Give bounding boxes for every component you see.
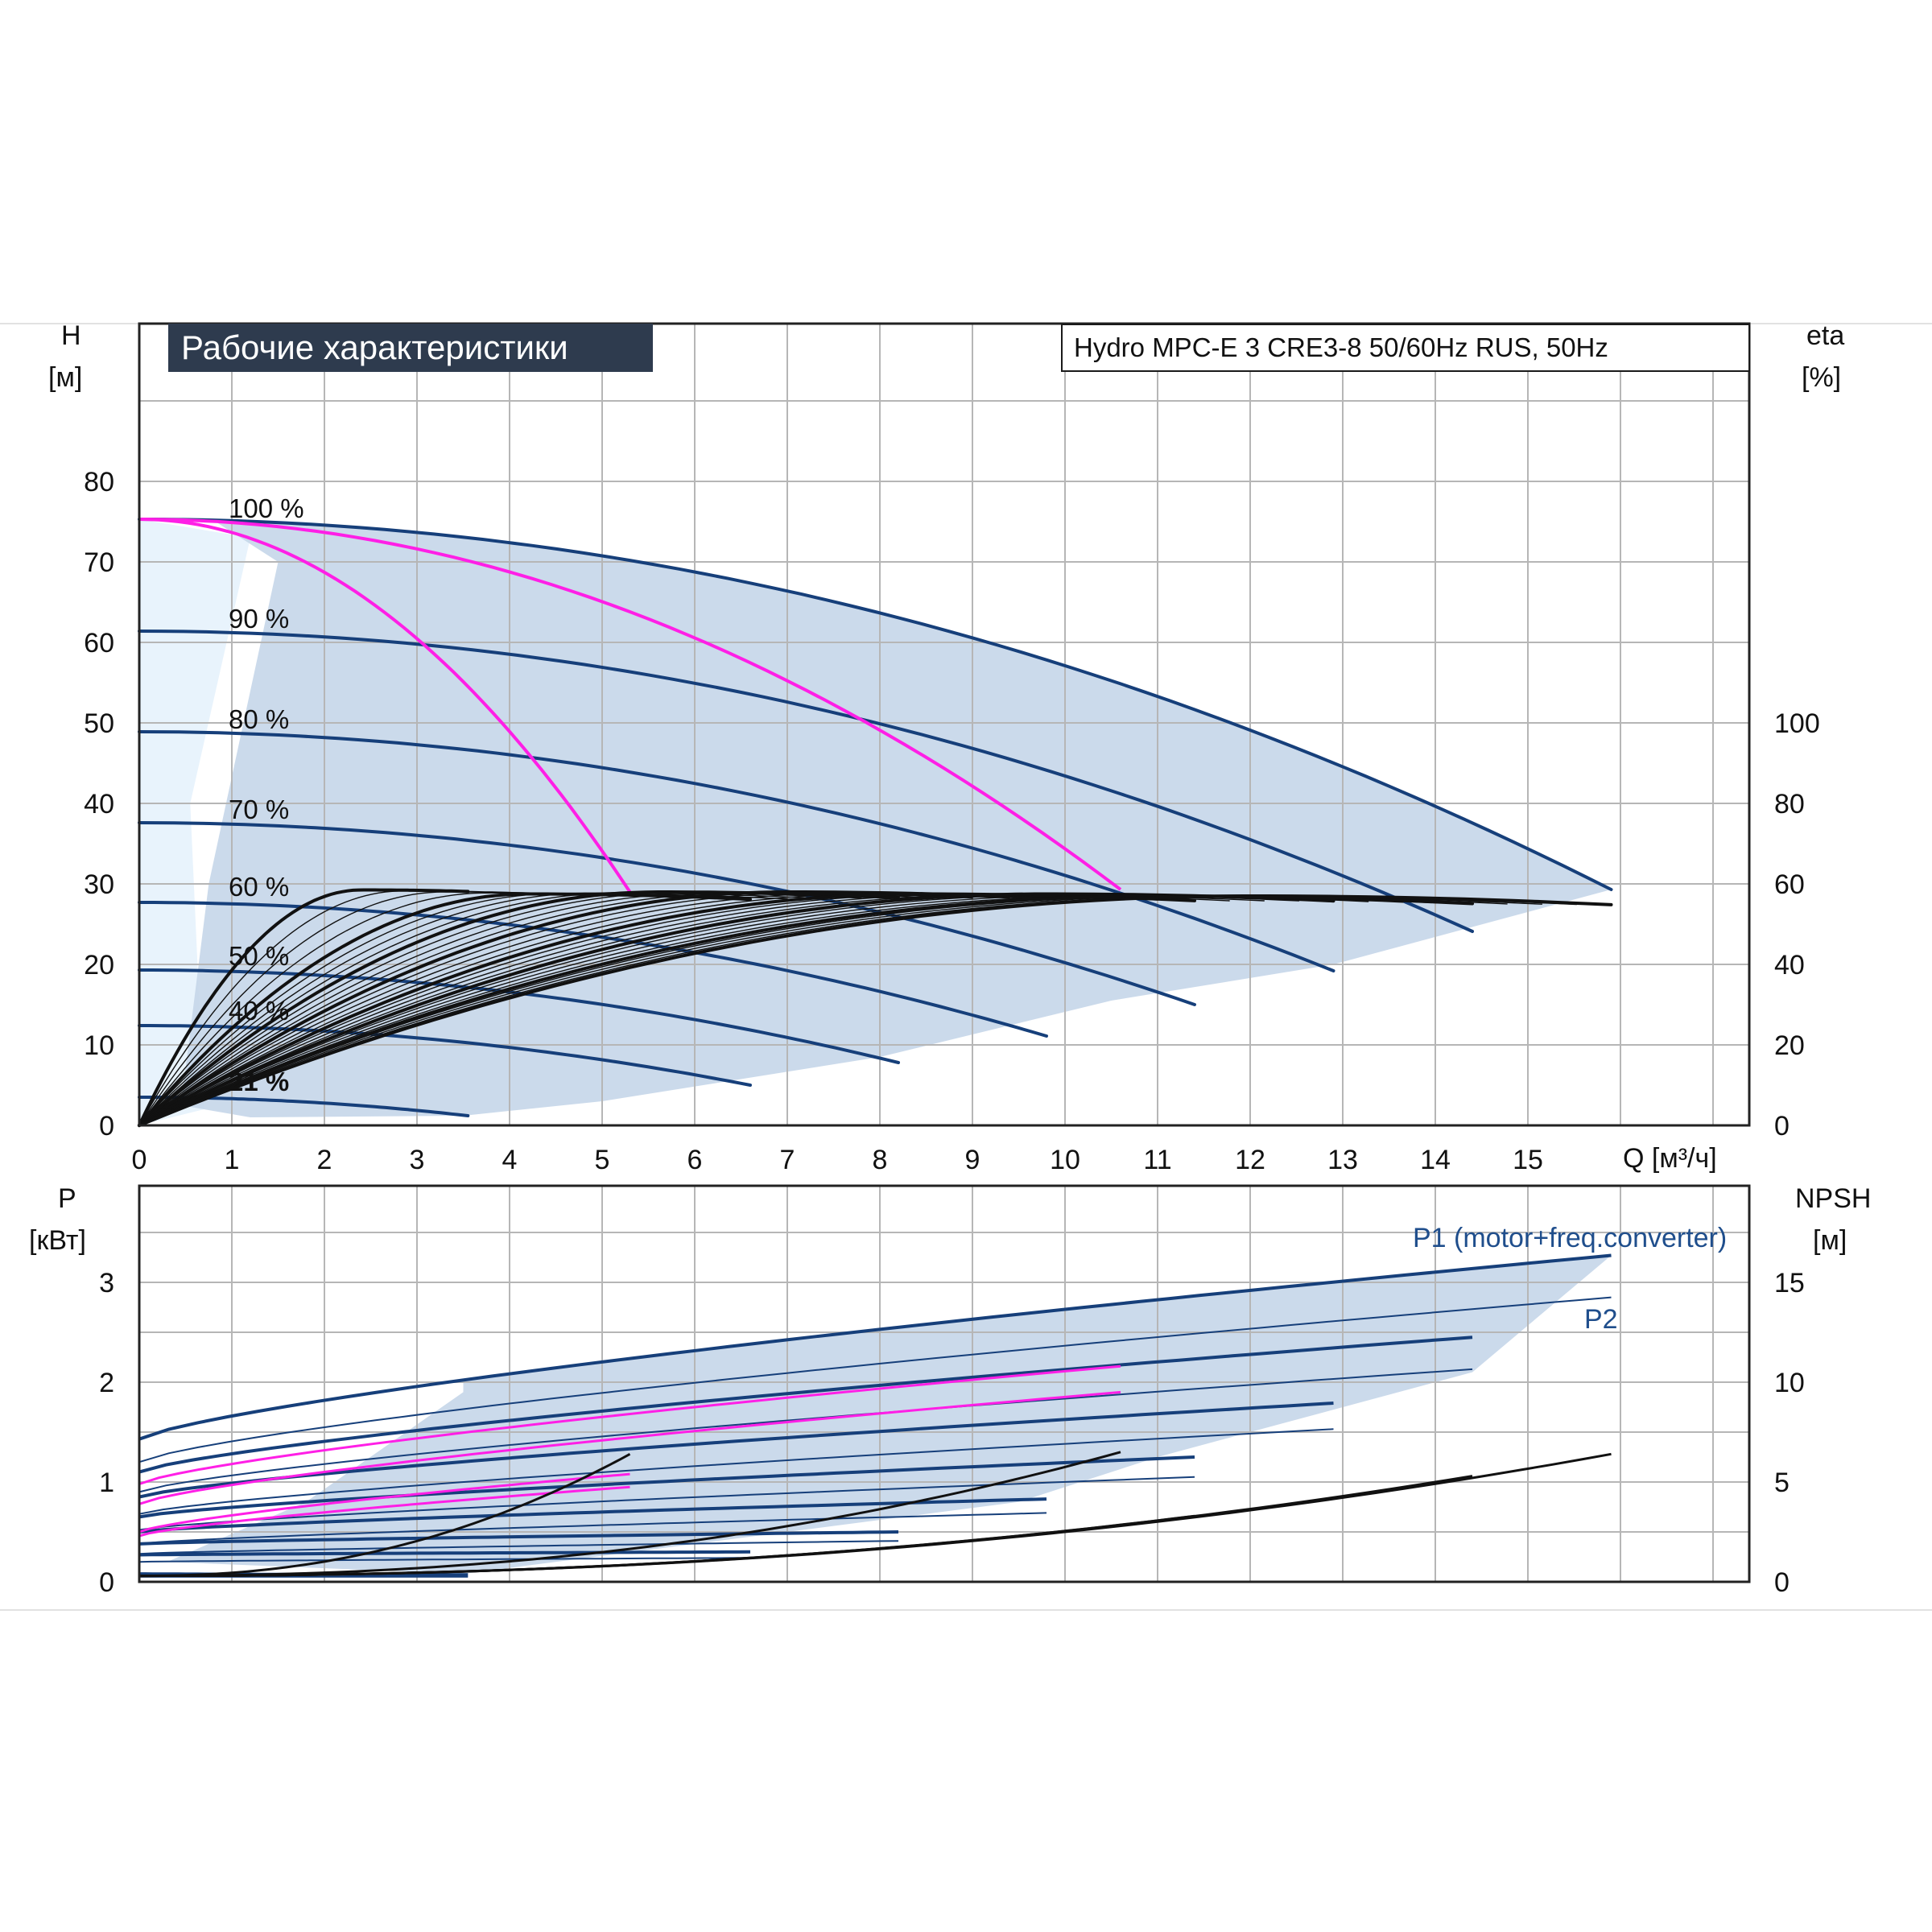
q-tick-label: 12 <box>1235 1145 1265 1175</box>
power-p1-curve <box>138 1335 1473 1474</box>
q-tick-label: 1 <box>225 1145 240 1175</box>
efficiency-curve <box>138 894 1613 1127</box>
q-tick-label: 5 <box>595 1145 610 1175</box>
speed-label: 60 % <box>229 872 290 902</box>
p-tick-label: 3 <box>99 1268 114 1298</box>
npsh-curve <box>138 1451 1121 1578</box>
h-tick-label: 10 <box>84 1030 114 1061</box>
npsh-curve <box>138 1452 631 1578</box>
eta-tick-label: 80 <box>1774 789 1805 819</box>
power-p1-curve <box>138 1253 1612 1441</box>
h-tick-label: 30 <box>84 869 114 900</box>
power-system-curve <box>138 1390 1121 1505</box>
head-curve <box>138 821 1196 1006</box>
h-tick-label: 60 <box>84 628 114 658</box>
npsh-tick-label: 0 <box>1774 1567 1790 1598</box>
power-p2-curve <box>138 1557 751 1563</box>
h-tick-label: 0 <box>99 1111 114 1141</box>
eta-tick-label: 40 <box>1774 950 1805 980</box>
power-p2-curve <box>138 1368 1473 1493</box>
npsh-tick-label: 5 <box>1774 1468 1790 1498</box>
q-tick-label: 15 <box>1513 1145 1543 1175</box>
speed-label: 80 % <box>229 704 290 734</box>
power-range <box>167 1255 1612 1575</box>
p-tick-label: 1 <box>99 1468 114 1498</box>
system-curve <box>138 518 1122 891</box>
q-tick-label: 14 <box>1420 1145 1451 1175</box>
speed-label: 90 % <box>229 604 290 634</box>
power-p1-curve <box>138 1550 751 1557</box>
system-curve <box>138 518 632 894</box>
q-axis-label: Q [м³/ч] <box>1623 1143 1717 1174</box>
npsh-axis-label: NPSH <box>1795 1183 1872 1214</box>
power-p2-curve <box>138 1428 1334 1515</box>
q-tick-label: 2 <box>317 1145 332 1175</box>
h-axis-label: H <box>61 320 81 351</box>
p-tick-label: 0 <box>99 1567 114 1598</box>
q-tick-label: 11 <box>1143 1145 1171 1175</box>
efficiency-curve <box>138 892 752 1127</box>
model-label: Hydro MPC-E 3 CRE3-8 50/60Hz RUS, 50Hz <box>1061 324 1750 372</box>
power-p2-curve <box>138 1476 1195 1531</box>
power-system-curve <box>138 1364 1121 1485</box>
power-system-curve <box>138 1472 630 1534</box>
npsh-tick-label: 10 <box>1774 1368 1805 1398</box>
npsh-axis-unit: [м] <box>1813 1225 1847 1256</box>
power-p1-curve <box>138 1455 1195 1519</box>
q-tick-label: 7 <box>780 1145 795 1175</box>
q-tick-label: 0 <box>132 1145 147 1175</box>
h-tick-label: 70 <box>84 547 114 578</box>
h-tick-label: 40 <box>84 789 114 819</box>
eta-axis-unit: [%] <box>1802 362 1842 393</box>
head-curve <box>138 518 1613 891</box>
h-axis-unit: [м] <box>48 362 83 393</box>
q-tick-label: 9 <box>965 1145 980 1175</box>
power-p2-curve <box>138 1296 1612 1463</box>
h-tick-label: 20 <box>84 950 114 980</box>
eta-tick-label: 20 <box>1774 1030 1805 1061</box>
head-curve <box>138 630 1474 933</box>
npsh-tick-label: 15 <box>1774 1268 1805 1298</box>
speed-label: 50 % <box>229 941 290 971</box>
eta-axis-label: eta <box>1806 320 1845 351</box>
speed-label: 21 % <box>229 1067 290 1096</box>
speed-label: 40 % <box>229 996 290 1026</box>
q-tick-label: 10 <box>1050 1145 1080 1175</box>
p-axis-label: P <box>58 1183 76 1214</box>
npsh-curve <box>138 1514 1195 1578</box>
lower-plot-frame <box>138 1184 1751 1583</box>
h-tick-label: 80 <box>84 467 114 497</box>
power-p1-curve <box>138 1497 1047 1534</box>
q-tick-label: 6 <box>687 1145 703 1175</box>
chart-title: Рабочие характеристики <box>168 324 653 372</box>
p-axis-unit: [кВт] <box>29 1225 86 1256</box>
operating-range-light <box>139 519 250 1125</box>
power-p2-curve <box>138 1540 899 1555</box>
eta-tick-label: 0 <box>1774 1111 1790 1141</box>
eta-tick-label: 100 <box>1774 708 1820 739</box>
upper-plot-frame <box>138 322 1751 1127</box>
q-tick-label: 13 <box>1327 1145 1358 1175</box>
q-tick-label: 8 <box>873 1145 888 1175</box>
eta-tick-label: 60 <box>1774 869 1805 900</box>
p-tick-label: 2 <box>99 1368 114 1398</box>
speed-label: 70 % <box>229 795 290 824</box>
p1-annotation: P1 (motor+freq.converter) <box>1413 1223 1728 1253</box>
p2-annotation: P2 <box>1584 1304 1618 1335</box>
power-p1-curve <box>138 1402 1334 1499</box>
power-p2-curve <box>138 1512 1047 1545</box>
q-tick-label: 3 <box>410 1145 425 1175</box>
power-p1-curve <box>138 1530 899 1546</box>
h-tick-label: 50 <box>84 708 114 739</box>
efficiency-curve <box>138 888 470 1127</box>
speed-label: 100 % <box>229 493 304 523</box>
q-tick-label: 4 <box>502 1145 518 1175</box>
